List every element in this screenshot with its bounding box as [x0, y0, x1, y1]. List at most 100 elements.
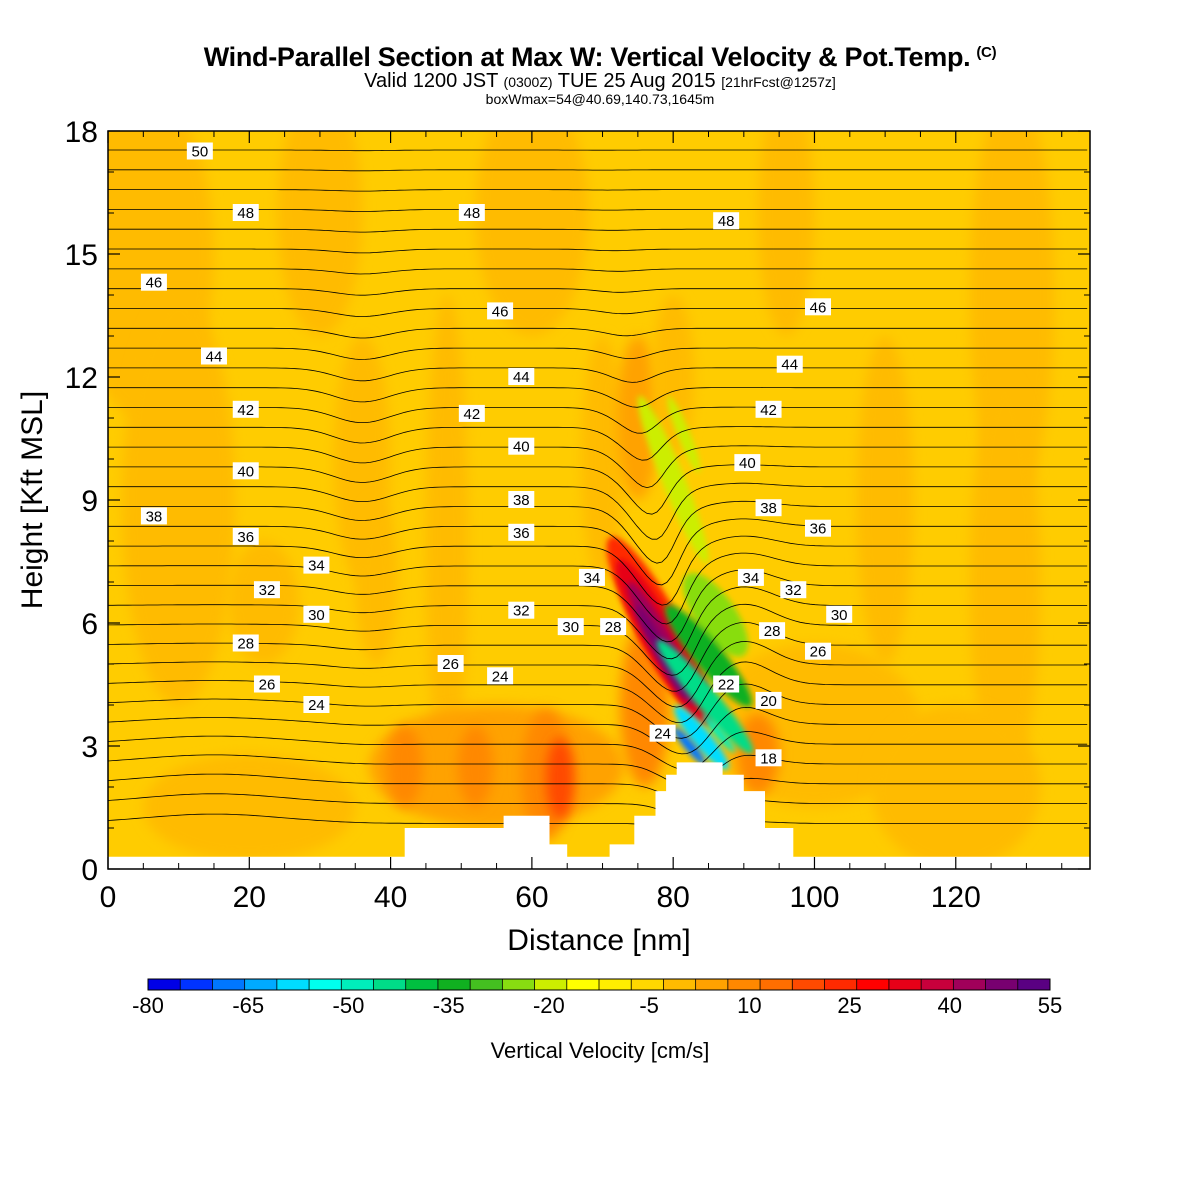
theta-label-box [508, 437, 535, 455]
colorbar-tick-label: -65 [232, 993, 264, 1018]
colorbar-swatch [405, 979, 439, 990]
field-blob [122, 295, 236, 705]
theta-label-text: 22 [718, 677, 735, 694]
colorbar-tick-label: -50 [333, 993, 365, 1018]
theta-label-text: 48 [718, 213, 735, 230]
theta-label-text: 30 [308, 607, 325, 624]
theta-label-text: 48 [463, 205, 480, 222]
colorbar-swatch [695, 979, 729, 990]
theta-contour-line [108, 347, 1088, 360]
theta-label-box [232, 204, 259, 221]
theta-label: 24 [303, 696, 330, 714]
theta-label: 34 [303, 556, 330, 575]
theta-label-text: 40 [237, 463, 254, 480]
theta-label: 18 [755, 749, 782, 767]
theta-label-box [232, 527, 259, 545]
theta-label-box [713, 675, 740, 693]
theta-label: 42 [755, 400, 782, 419]
colorbar-swatch [244, 979, 278, 990]
theta-label-box [776, 355, 803, 373]
y-tick-label: 3 [81, 731, 98, 764]
field-blob [475, 131, 589, 336]
colorbar-tick-label: 10 [737, 993, 761, 1018]
box-max-info: boxWmax=54@40.69,140.73,1645m [485, 91, 715, 107]
theta-label: 30 [826, 605, 853, 624]
theta-label-box [508, 601, 535, 619]
theta-label: 26 [805, 642, 832, 661]
theta-label-text: 34 [584, 570, 601, 587]
theta-label: 28 [759, 622, 786, 640]
velocity-core [674, 705, 729, 770]
theta-label: 28 [232, 634, 259, 653]
colorbar-swatch [985, 979, 1019, 990]
velocity-core [637, 395, 709, 564]
theta-label: 38 [755, 499, 782, 517]
theta-label-box [826, 605, 853, 623]
velocity-core [683, 572, 749, 657]
theta-contour-line [108, 406, 1088, 434]
theta-contour-labels: 50 48 48 48 46 46 46 44 44 44 42 42 42 40 40 40 38 38 38 36… [140, 142, 853, 767]
colorbar-swatch [341, 979, 374, 990]
colorbar-swatch [824, 979, 858, 990]
theta-label-text: 30 [831, 607, 848, 624]
theta-label-box [508, 491, 535, 508]
colorbar: -80 -65 -50 -35 -20 -5 10 25 40 55 Vertical Veloci… [132, 978, 1062, 1063]
theta-label-text: 30 [562, 619, 579, 636]
theta-label-box [140, 507, 167, 525]
valid-date: TUE 25 Aug 2015 [557, 70, 716, 92]
theta-label-box [755, 499, 782, 517]
theta-label-text: 28 [237, 636, 254, 653]
theta-label-text: 42 [237, 402, 254, 419]
theta-label: 34 [578, 568, 605, 587]
colorbar-swatch [888, 979, 922, 990]
field-blob [581, 336, 624, 582]
colorbar-swatch [760, 979, 793, 990]
theta-label-box [600, 618, 627, 636]
theta-label: 40 [232, 462, 259, 480]
theta-label-text: 24 [492, 668, 509, 685]
colorbar-swatch [727, 979, 761, 990]
theta-label-text: 46 [146, 275, 163, 292]
theta-contour-line [108, 535, 1088, 606]
theta-label-text: 24 [308, 697, 325, 714]
theta-label-box [487, 302, 514, 320]
theta-label-box [200, 347, 227, 365]
theta-label-box [734, 454, 761, 472]
theta-label: 46 [805, 298, 832, 316]
terrain-mask [108, 762, 1090, 869]
theta-label-box [458, 404, 485, 422]
theta-label-text: 40 [739, 455, 756, 472]
field-blob [277, 131, 363, 336]
theta-label-box [759, 622, 786, 640]
theta-label-text: 42 [463, 406, 480, 423]
chart-title: Wind-Parallel Section at Max W: Vertical… [0, 42, 1200, 73]
field-blob [651, 295, 695, 459]
field-blob [387, 725, 423, 808]
theta-label: 28 [600, 618, 627, 636]
theta-contour-line [108, 288, 1088, 296]
theta-label-text: 38 [760, 500, 777, 517]
theta-contour-line [108, 189, 1088, 192]
theta-label: 48 [458, 204, 485, 222]
colorbar-swatch [792, 979, 825, 990]
theta-label-box [232, 462, 259, 480]
velocity-core [673, 726, 706, 766]
theta-contour-line [108, 327, 1088, 339]
theta-label-text: 38 [146, 508, 163, 525]
theta-label-text: 36 [810, 521, 827, 538]
theta-label-text: 42 [760, 402, 777, 419]
theta-label-box [303, 696, 330, 713]
theta-label: 20 [755, 691, 782, 710]
colorbar-swatch [148, 979, 181, 990]
theta-label-text: 32 [259, 582, 276, 599]
x-tick-label: 40 [374, 881, 407, 914]
theta-label: 30 [303, 605, 330, 624]
terrain-profile [108, 762, 1090, 869]
theta-label-box [755, 691, 782, 709]
theta-label: 32 [780, 581, 807, 599]
colorbar-swatch [309, 979, 342, 990]
theta-contour-line [108, 228, 1088, 233]
theta-label-text: 50 [191, 144, 208, 161]
